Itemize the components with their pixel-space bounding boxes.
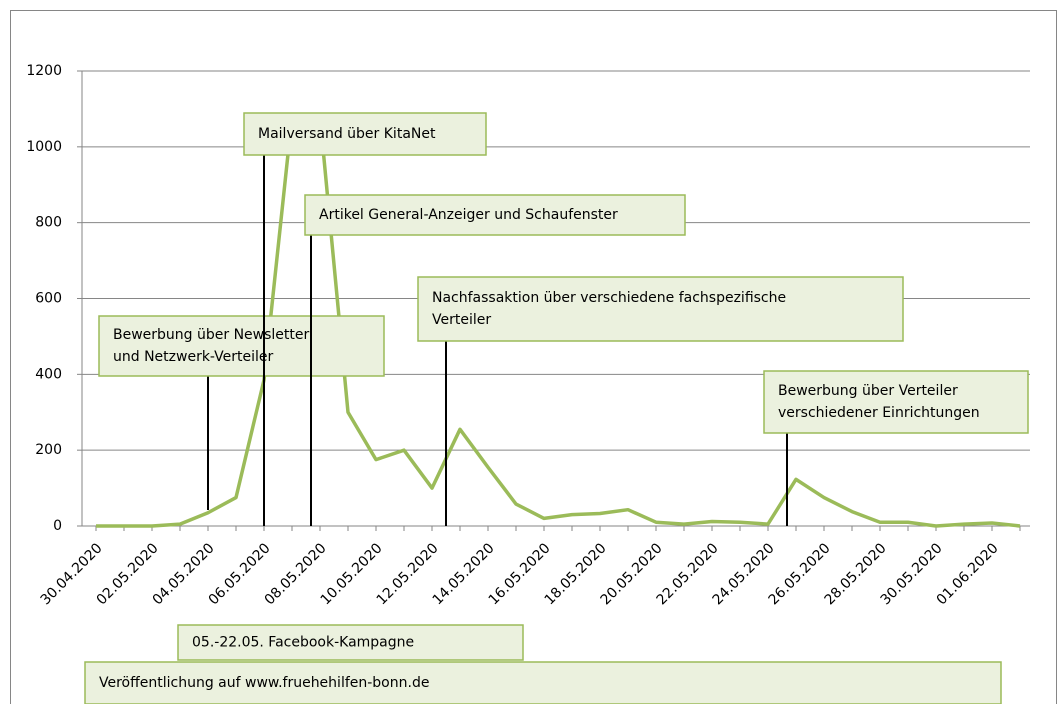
- annotation-text: und Netzwerk-Verteiler: [113, 349, 274, 365]
- y-tick-label: 1200: [26, 63, 62, 79]
- y-tick-label: 200: [35, 442, 62, 458]
- annotation-text: Bewerbung über Newsletter: [113, 327, 310, 343]
- y-tick-label: 400: [35, 366, 62, 382]
- annotation-text: 05.-22.05. Facebook-Kampagne: [192, 635, 414, 651]
- annotation-box: [177, 624, 524, 661]
- annotation-text: Veröffentlichung auf www.fruehehilfen-bo…: [99, 675, 429, 691]
- annotation-box: [84, 661, 1002, 704]
- y-tick-label: 800: [35, 215, 62, 231]
- annotation-text: Verteiler: [432, 312, 491, 328]
- annotation-box: [243, 112, 487, 156]
- annotation-text: Mailversand über KitaNet: [258, 126, 436, 142]
- annotation-text: Artikel General-Anzeiger und Schaufenste…: [319, 207, 618, 223]
- annotation-text: verschiedener Einrichtungen: [778, 405, 980, 421]
- annotation-box: [763, 370, 1029, 434]
- annotation-text: Nachfassaktion über verschiedene fachspe…: [432, 290, 786, 306]
- y-tick-label: 1000: [26, 139, 62, 155]
- y-tick-label: 600: [35, 291, 62, 307]
- annotation-box: [98, 315, 385, 377]
- data-line: [96, 114, 1021, 528]
- y-tick-label: 0: [53, 518, 62, 534]
- annotation-box: [417, 276, 904, 342]
- annotation-box: [304, 194, 686, 236]
- annotation-text: Bewerbung über Verteiler: [778, 383, 958, 399]
